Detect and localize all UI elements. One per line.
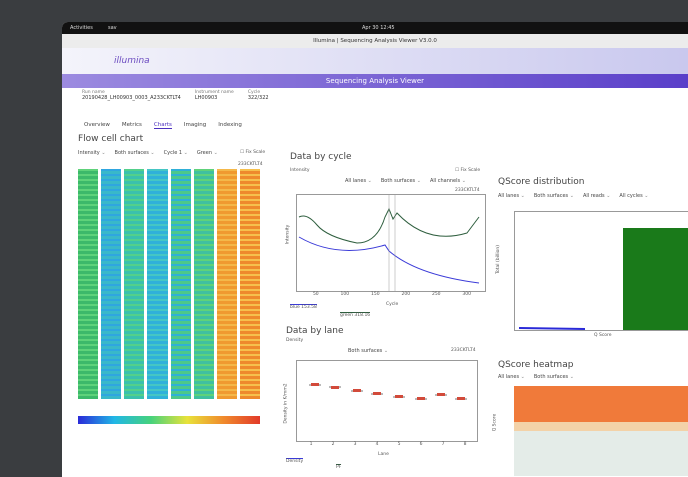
panel-title: Flow cell chart — [78, 134, 144, 144]
data-by-lane-panel: Data by lane Density Both surfaces 233CK… — [283, 326, 486, 476]
flowcell-id: 233CKTLT4 — [238, 162, 263, 167]
x-tick-label: 8 — [463, 442, 467, 447]
controls: All lanes Both surfaces — [498, 374, 574, 380]
tabs: Overview Metrics Charts Imaging Indexing — [84, 122, 242, 129]
legend-item: blue 153.58 — [290, 304, 317, 310]
run-field: Instrument name LH00903 — [195, 90, 234, 101]
x-label: Cycle — [386, 302, 399, 307]
fix-scale[interactable]: ☐ Fix Scale — [455, 168, 481, 173]
x-tick-label: 6 — [419, 442, 423, 447]
screen: Activities sav Apr 30 12:45 Illumina | S… — [62, 22, 688, 477]
x-tick-label: 3 — [353, 442, 357, 447]
system-bar: Activities sav Apr 30 12:45 — [62, 22, 688, 34]
window-title: Illumina | Sequencing Analysis Viewer V3… — [62, 34, 688, 48]
legend-item: green 318.16 — [340, 312, 371, 318]
tab[interactable]: Overview — [84, 122, 110, 128]
legend-item: Density — [286, 458, 304, 464]
tab[interactable]: Metrics — [121, 122, 142, 128]
dropdown[interactable]: Intensity — [78, 150, 106, 156]
y-label: Total (billion) — [495, 245, 501, 274]
controls: All lanes Both surfaces All reads All cycle… — [498, 193, 649, 199]
panel-title: Data by lane — [286, 326, 344, 336]
dropdown[interactable]: Both surfaces — [534, 374, 574, 380]
controls: All lanes Both surfaces All channels — [345, 178, 466, 184]
dropdown[interactable]: All lanes — [498, 193, 525, 199]
run-field: Cycle 322/322 — [248, 90, 269, 101]
x-tick-label: 150 — [371, 292, 380, 297]
x-tick-label: 50 — [312, 292, 319, 297]
color-scale — [78, 416, 260, 424]
metric[interactable]: Density — [286, 338, 304, 343]
panel-title: Data by cycle — [290, 152, 352, 162]
panel-title: QScore distribution — [498, 177, 585, 187]
heatmap — [514, 386, 688, 476]
x-ticks: 1 2 3 4 5 6 7 8 — [300, 442, 476, 447]
x-tick-label: 5 — [397, 442, 401, 447]
activities[interactable]: Activities — [70, 25, 93, 31]
tab[interactable]: Charts — [153, 122, 172, 129]
plot — [296, 194, 486, 292]
flowcell-id: 233CKTLT4 — [455, 188, 480, 193]
field-label: Instrument name — [194, 90, 234, 95]
field-value: LH00903 — [194, 95, 218, 101]
dropdown[interactable]: All lanes — [345, 178, 372, 184]
x-ticks: 50 100 150 200 250 300 — [302, 292, 482, 297]
dropdown[interactable]: Both surfaces — [381, 178, 421, 184]
fix-scale[interactable]: ☐ Fix Scale — [240, 150, 266, 155]
run-field: Run name 20190428_LH00903_0003_A233CKTLT4 — [82, 90, 181, 101]
field-label: Cycle — [247, 90, 261, 95]
fix-scale-label: Fix Scale — [245, 150, 266, 155]
panel-title: QScore heatmap — [498, 360, 574, 370]
controls: Intensity Both surfaces Cycle 1 Green — [78, 150, 218, 156]
field-value: 322/322 — [247, 95, 269, 101]
x-tick-label: 7 — [441, 442, 445, 447]
x-tick-label: 300 — [462, 292, 472, 297]
x-label: Lane — [378, 452, 389, 457]
header: illumina — [62, 48, 688, 74]
dropdown[interactable]: Cycle 1 — [164, 150, 188, 156]
dropdown[interactable]: Both surfaces — [534, 193, 574, 199]
dropdown[interactable]: All channels — [430, 178, 466, 184]
run-info: Run name 20190428_LH00903_0003_A233CKTLT4… — [82, 90, 269, 101]
plot — [296, 360, 478, 442]
data-by-cycle-panel: Data by cycle Intensity All lanes Both su… — [285, 152, 490, 322]
app-title: Sequencing Analysis Viewer — [62, 74, 688, 88]
x-tick-label: 200 — [401, 292, 411, 297]
x-tick-label: 4 — [375, 442, 379, 447]
x-tick-label: 100 — [340, 292, 350, 297]
y-label: Density in K/mm2 — [283, 383, 289, 424]
dropdown[interactable]: All reads — [583, 193, 610, 199]
dropdown[interactable]: All lanes — [498, 374, 525, 380]
y-label: Intensity — [285, 224, 291, 245]
x-tick-label: 1 — [309, 442, 313, 447]
clock: Apr 30 12:45 — [362, 25, 395, 31]
tab[interactable]: Indexing — [218, 122, 242, 128]
dropdown[interactable]: Green — [197, 150, 218, 156]
field-value: 20190428_LH00903_0003_A233CKTLT4 — [82, 95, 181, 101]
plot — [514, 211, 688, 331]
fix-scale-label: Fix Scale — [460, 168, 481, 173]
field-label: Run name — [82, 90, 105, 95]
qscore-distribution-panel: QScore distribution All lanes Both surfac… — [495, 177, 688, 357]
tab[interactable]: Imaging — [183, 122, 207, 128]
qscore-heatmap-panel: QScore heatmap All lanes Both surfaces Q … — [492, 360, 688, 477]
dropdown[interactable]: Both surfaces — [348, 348, 388, 354]
dropdown[interactable]: All cycles — [619, 193, 648, 199]
flowcell-id: 233CKTLT4 — [451, 348, 476, 353]
x-tick-label: 2 — [331, 442, 335, 447]
x-tick-label: 250 — [431, 292, 441, 297]
dropdown[interactable]: Both surfaces — [115, 150, 155, 156]
controls: Both surfaces — [348, 348, 388, 354]
logo: illumina — [114, 56, 150, 66]
app-menu[interactable]: sav — [108, 25, 117, 31]
metric[interactable]: Intensity — [290, 168, 310, 173]
flow-cell-map — [78, 169, 260, 399]
x-label: Q Score — [594, 333, 612, 338]
y-label: Q Score — [492, 413, 498, 432]
legend-item: PF — [336, 464, 342, 470]
flow-cell-panel: Flow cell chart Intensity Both surfaces Cy… — [78, 134, 268, 434]
